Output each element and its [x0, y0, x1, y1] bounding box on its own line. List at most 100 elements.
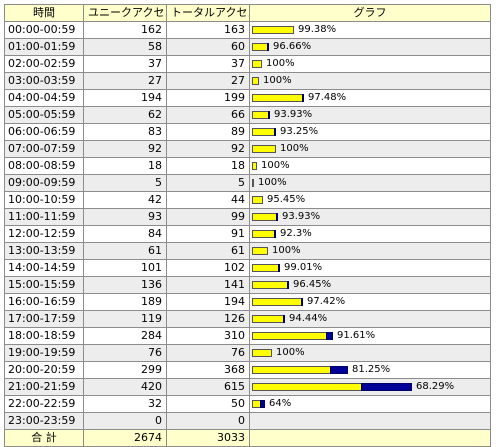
graph-cell: 96.66% [249, 38, 491, 56]
time-cell: 21:00-21:59 [4, 378, 84, 396]
unique-ratio-label: 93.25% [280, 126, 319, 137]
table-row: 10:00-10:59 42 44 95.45% [4, 191, 491, 209]
time-cell: 15:00-15:59 [4, 276, 84, 294]
unique-bar-segment [252, 230, 274, 238]
total-access-cell: 92 [166, 140, 250, 158]
total-access-cell: 50 [166, 395, 250, 413]
unique-access-cell: 284 [83, 327, 167, 345]
time-cell: 06:00-06:59 [4, 123, 84, 141]
unique-access-cell: 92 [83, 140, 167, 158]
unique-bar-segment [252, 94, 302, 102]
unique-ratio-label: 93.93% [282, 211, 321, 222]
graph-cell: 99.38% [249, 21, 491, 39]
repeat-bar-segment [268, 111, 270, 119]
unique-ratio-label: 100% [258, 177, 287, 188]
time-cell: 05:00-05:59 [4, 106, 84, 124]
access-bar: 68.29% [252, 380, 488, 394]
time-cell: 04:00-04:59 [4, 89, 84, 107]
unique-access-cell: 93 [83, 208, 167, 226]
graph-cell: 93.25% [249, 123, 491, 141]
unique-access-cell: 420 [83, 378, 167, 396]
table-row: 17:00-17:59 119 126 94.44% [4, 310, 491, 328]
unique-bar-segment [252, 111, 268, 119]
time-cell: 22:00-22:59 [4, 395, 84, 413]
access-bar: 93.93% [252, 210, 488, 224]
unique-access-cell: 76 [83, 344, 167, 362]
access-bar: 100% [252, 346, 488, 360]
unique-bar-segment [252, 298, 301, 306]
time-cell: 18:00-18:59 [4, 327, 84, 345]
total-access-cell: 194 [166, 293, 250, 311]
unique-bar-segment [252, 315, 283, 323]
access-bar: 64% [252, 397, 488, 411]
total-access-cell: 368 [166, 361, 250, 379]
total-access-cell: 0 [166, 412, 250, 430]
access-bar: 91.61% [252, 329, 488, 343]
unique-bar-segment [252, 162, 257, 170]
table-row: 14:00-14:59 101 102 99.01% [4, 259, 491, 277]
graph-cell: 64% [249, 395, 491, 413]
unique-bar-segment [252, 60, 262, 68]
table-row: 20:00-20:59 299 368 81.25% [4, 361, 491, 379]
table-row: 07:00-07:59 92 92 100% [4, 140, 491, 158]
time-cell: 08:00-08:59 [4, 157, 84, 175]
unique-ratio-label: 99.38% [298, 24, 337, 35]
repeat-bar-segment [361, 383, 412, 391]
repeat-bar-segment [283, 315, 285, 323]
unique-ratio-label: 91.61% [337, 330, 376, 341]
access-bar: 100% [252, 159, 488, 173]
total-label: 合 計 [4, 429, 84, 447]
unique-access-cell: 61 [83, 242, 167, 260]
unique-bar-segment [252, 366, 330, 374]
graph-cell: 96.45% [249, 276, 491, 294]
table-row: 09:00-09:59 5 5 100% [4, 174, 491, 192]
graph-cell: 94.44% [249, 310, 491, 328]
unique-bar-segment [252, 77, 259, 85]
time-cell: 10:00-10:59 [4, 191, 84, 209]
time-cell: 17:00-17:59 [4, 310, 84, 328]
unique-access-cell: 58 [83, 38, 167, 56]
unique-bar-segment [252, 247, 268, 255]
total-access-cell: 60 [166, 38, 250, 56]
unique-ratio-label: 100% [272, 245, 301, 256]
time-cell: 02:00-02:59 [4, 55, 84, 73]
unique-ratio-label: 64% [269, 398, 292, 409]
graph-cell: 68.29% [249, 378, 491, 396]
access-bar: 99.38% [252, 23, 488, 37]
unique-ratio-label: 100% [280, 143, 309, 154]
total-access-cell: 44 [166, 191, 250, 209]
graph-cell: 100% [249, 242, 491, 260]
access-bar: 97.42% [252, 295, 488, 309]
access-bar: 100% [252, 176, 488, 190]
table-row: 04:00-04:59 194 199 97.48% [4, 89, 491, 107]
graph-cell: 100% [249, 72, 491, 90]
total-total: 3033 [166, 429, 250, 447]
table-row: 12:00-12:59 84 91 92.3% [4, 225, 491, 243]
unique-ratio-label: 97.48% [308, 92, 347, 103]
unique-access-cell: 42 [83, 191, 167, 209]
table-row: 21:00-21:59 420 615 68.29% [4, 378, 491, 396]
total-access-cell: 66 [166, 106, 250, 124]
graph-cell: 97.48% [249, 89, 491, 107]
unique-bar-segment [252, 145, 276, 153]
unique-ratio-label: 100% [276, 347, 305, 358]
total-access-cell: 76 [166, 344, 250, 362]
header-time: 時間 [4, 4, 84, 22]
unique-access-cell: 32 [83, 395, 167, 413]
unique-ratio-label: 100% [263, 75, 292, 86]
repeat-bar-segment [267, 43, 269, 51]
unique-access-cell: 37 [83, 55, 167, 73]
unique-bar-segment [252, 213, 276, 221]
access-bar: 94.44% [252, 312, 488, 326]
unique-ratio-label: 96.66% [273, 41, 312, 52]
unique-access-cell: 83 [83, 123, 167, 141]
repeat-bar-segment [326, 332, 333, 340]
table-row: 15:00-15:59 136 141 96.45% [4, 276, 491, 294]
total-access-cell: 18 [166, 157, 250, 175]
graph-cell: 100% [249, 344, 491, 362]
graph-cell: 97.42% [249, 293, 491, 311]
graph-cell: 100% [249, 55, 491, 73]
repeat-bar-segment [330, 366, 348, 374]
access-bar: 93.93% [252, 108, 488, 122]
graph-cell: 100% [249, 157, 491, 175]
